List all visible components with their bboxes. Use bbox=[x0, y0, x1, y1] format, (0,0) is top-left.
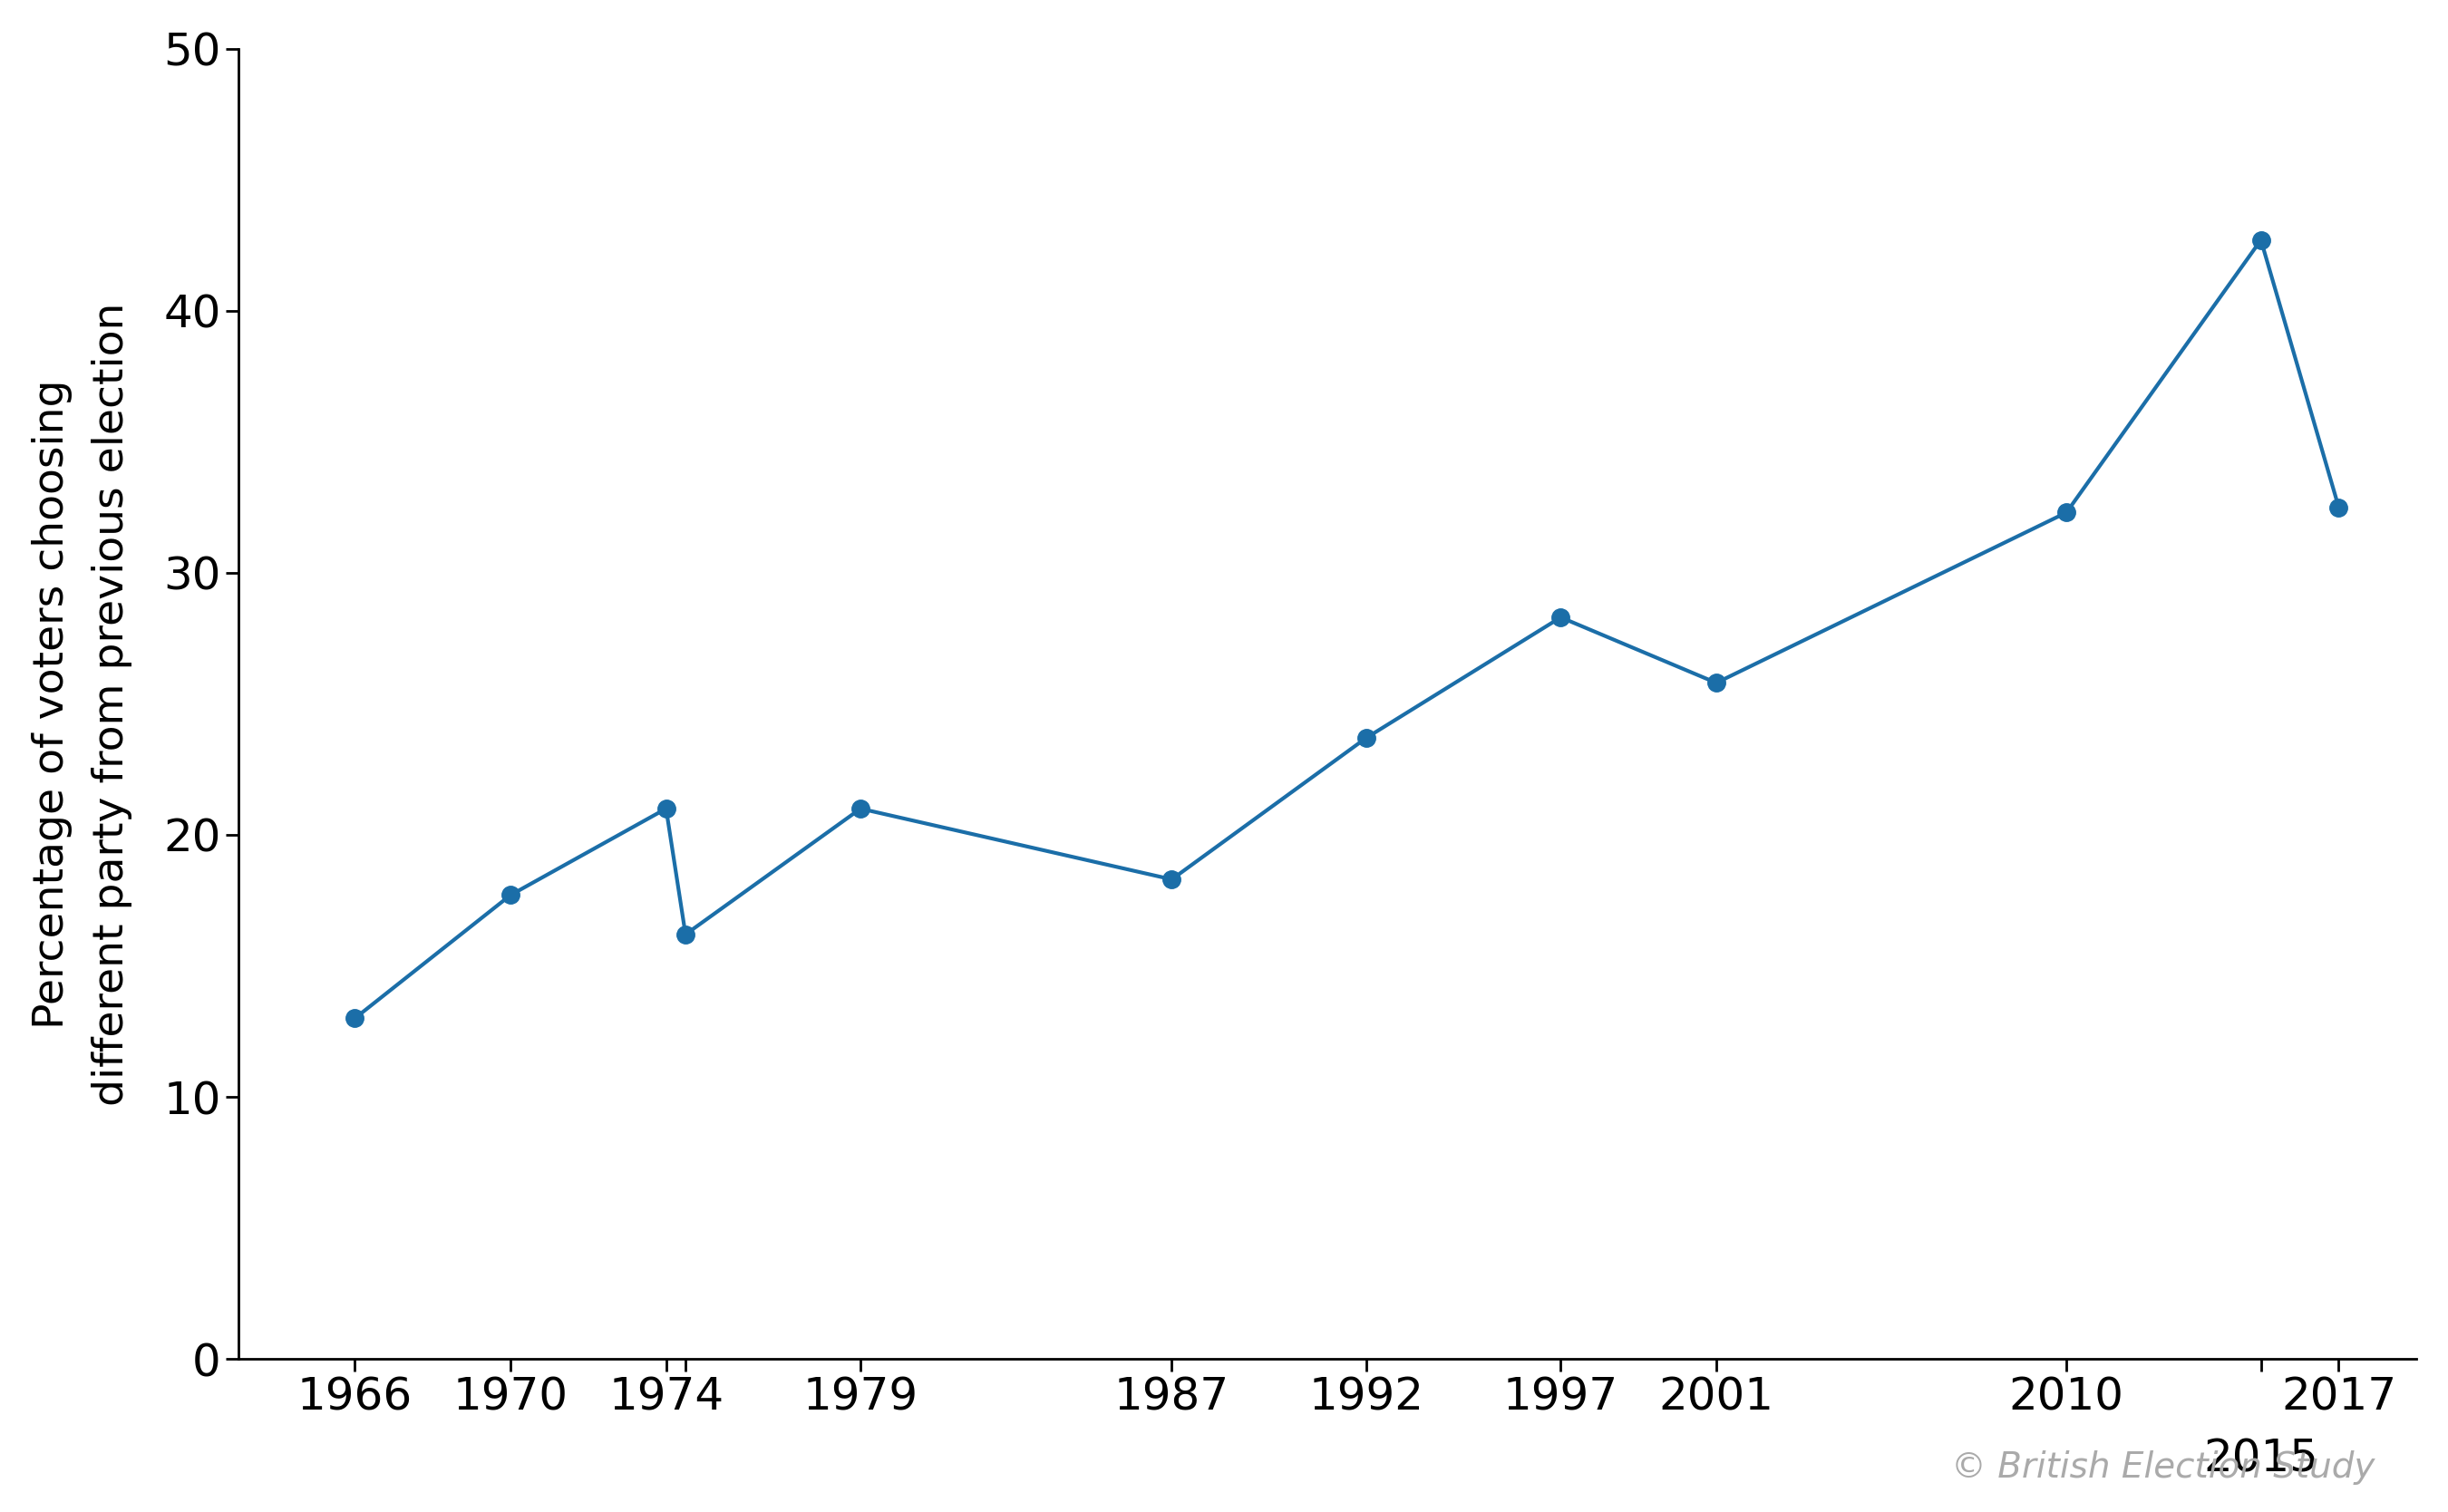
Text: © British Election Study: © British Election Study bbox=[1951, 1450, 2375, 1485]
Text: 2015: 2015 bbox=[2203, 1436, 2318, 1480]
Y-axis label: Percentage of voters choosing
different party from previous election: Percentage of voters choosing different … bbox=[32, 302, 132, 1105]
